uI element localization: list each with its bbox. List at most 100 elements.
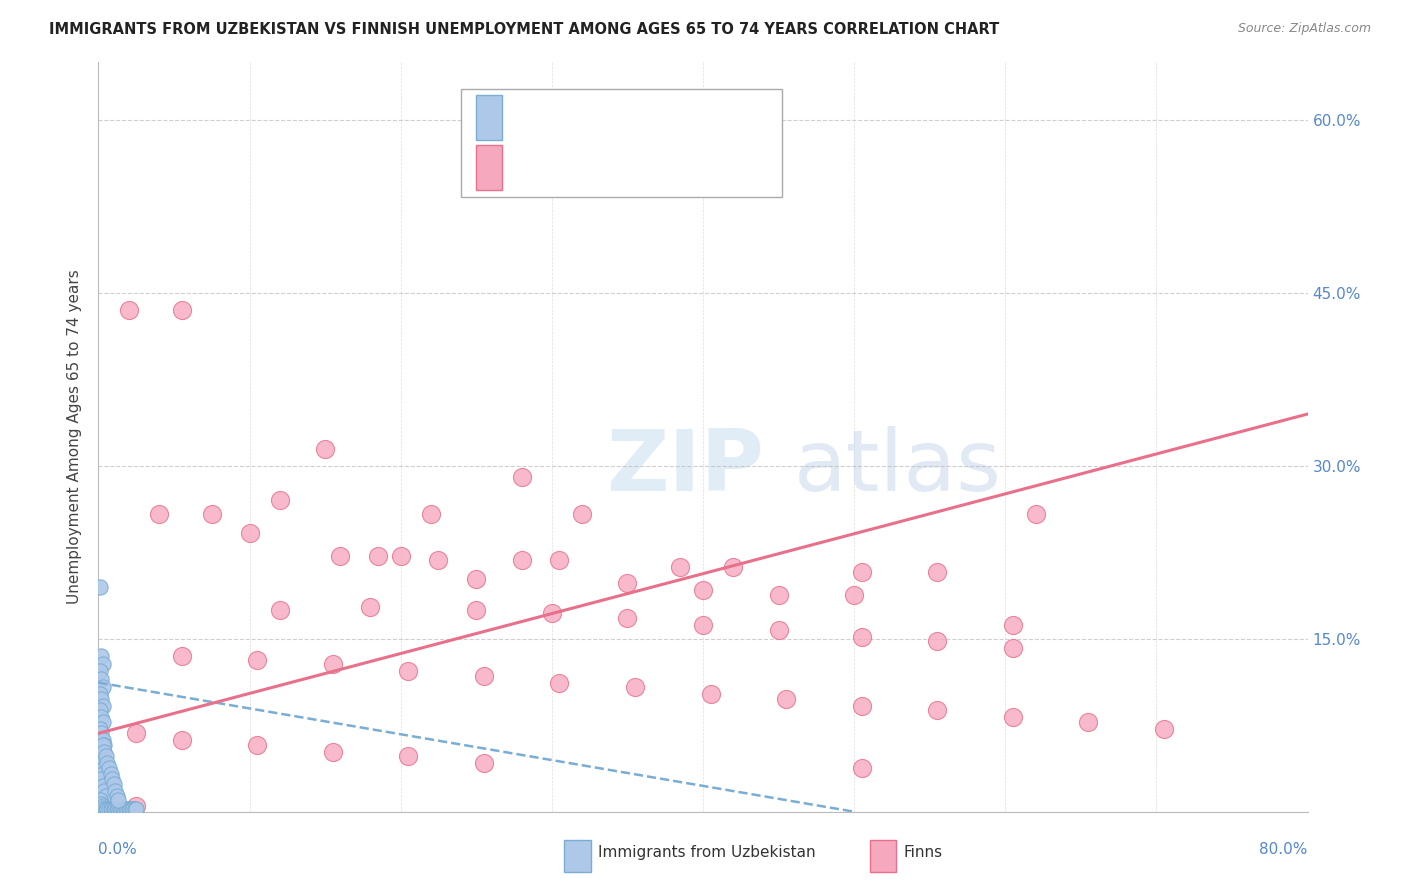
Point: [105, 802, 128, 816]
Point: [927, 565, 949, 579]
Text: Immigrants from Uzbekistan: Immigrants from Uzbekistan: [598, 846, 815, 861]
Point: [124, 802, 146, 816]
Point: [246, 738, 269, 752]
Point: [246, 652, 269, 666]
Point: [91, 714, 114, 729]
Point: [112, 802, 135, 816]
Point: [465, 572, 488, 586]
Point: [94, 749, 117, 764]
Point: [427, 553, 450, 567]
Point: [98, 802, 121, 816]
Point: [170, 303, 193, 318]
Point: [104, 802, 127, 816]
Text: 0.0%: 0.0%: [98, 842, 138, 856]
Point: [768, 588, 790, 602]
Point: [322, 657, 344, 672]
Point: [91, 698, 114, 713]
Point: [89, 745, 111, 759]
Point: [91, 733, 114, 747]
Point: [148, 508, 170, 522]
Point: [107, 793, 129, 807]
Point: [1001, 640, 1024, 655]
Point: [90, 672, 112, 686]
Point: [96, 802, 118, 816]
Point: [94, 789, 117, 803]
Point: [90, 772, 112, 787]
Point: [616, 576, 638, 591]
Point: [125, 726, 148, 740]
Point: [101, 772, 124, 787]
Point: [239, 525, 262, 540]
Point: [118, 303, 141, 318]
Point: [927, 703, 949, 717]
Point: [91, 799, 114, 814]
Bar: [475, 145, 502, 190]
Point: [548, 553, 571, 567]
Text: N =: N =: [647, 160, 690, 175]
Text: -0.060: -0.060: [565, 110, 614, 125]
Point: [692, 583, 714, 598]
Point: [269, 493, 291, 508]
Text: atlas: atlas: [793, 425, 1001, 508]
Text: 59: 59: [707, 160, 727, 175]
Point: [540, 607, 562, 621]
Point: [93, 745, 115, 759]
Point: [93, 801, 115, 815]
Point: [360, 599, 382, 614]
Point: [201, 508, 224, 522]
Point: [107, 802, 129, 816]
Text: IMMIGRANTS FROM UZBEKISTAN VS FINNISH UNEMPLOYMENT AMONG AGES 65 TO 74 YEARS COR: IMMIGRANTS FROM UZBEKISTAN VS FINNISH UN…: [49, 22, 1000, 37]
Point: [91, 738, 114, 752]
Point: [115, 802, 138, 816]
Point: [329, 549, 352, 563]
Point: [89, 793, 111, 807]
Point: [1077, 714, 1099, 729]
Point: [851, 630, 873, 644]
Point: [465, 603, 488, 617]
Bar: [564, 840, 591, 871]
Point: [548, 675, 571, 690]
Point: [110, 802, 132, 816]
Point: [692, 618, 714, 632]
Point: [927, 634, 949, 648]
FancyBboxPatch shape: [461, 88, 782, 197]
Point: [90, 710, 112, 724]
Point: [114, 802, 136, 816]
Text: R =: R =: [517, 160, 550, 175]
Point: [93, 761, 115, 775]
Point: [723, 560, 745, 574]
Point: [314, 442, 336, 456]
Point: [571, 508, 593, 522]
Point: [121, 802, 143, 816]
Point: [89, 687, 111, 701]
Point: [269, 603, 291, 617]
Text: Source: ZipAtlas.com: Source: ZipAtlas.com: [1237, 22, 1371, 36]
Text: N =: N =: [647, 110, 690, 125]
Point: [768, 623, 790, 637]
Point: [91, 680, 114, 694]
Point: [1001, 710, 1024, 724]
Point: [510, 470, 533, 484]
Point: [89, 703, 111, 717]
Point: [104, 784, 127, 798]
Point: [96, 756, 118, 771]
Point: [103, 777, 125, 791]
Point: [510, 553, 533, 567]
Point: [111, 802, 134, 816]
Point: [775, 691, 797, 706]
Point: [1024, 508, 1046, 522]
Point: [624, 680, 647, 694]
Point: [170, 649, 193, 664]
Text: 61: 61: [707, 110, 727, 125]
Point: [89, 580, 111, 594]
Point: [125, 802, 148, 816]
Point: [851, 565, 873, 579]
Y-axis label: Unemployment Among Ages 65 to 74 years: Unemployment Among Ages 65 to 74 years: [67, 269, 83, 605]
Text: 80.0%: 80.0%: [1260, 842, 1308, 856]
Point: [472, 756, 495, 771]
Point: [170, 733, 193, 747]
Point: [108, 802, 131, 816]
Point: [91, 780, 114, 794]
Point: [396, 664, 419, 678]
Point: [844, 588, 866, 602]
